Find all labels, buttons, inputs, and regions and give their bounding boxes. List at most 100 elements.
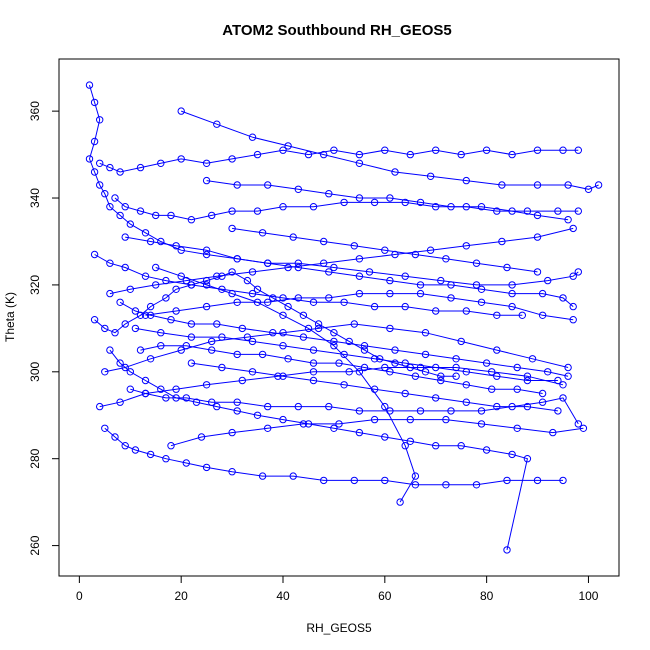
x-tick-label: 60 [378, 589, 392, 603]
data-point [452, 355, 460, 363]
data-point [360, 346, 369, 354]
data-point [370, 385, 379, 393]
data-point [406, 437, 414, 445]
data-point [330, 263, 338, 272]
data-point [426, 172, 435, 181]
data-point [482, 146, 491, 154]
data-point [518, 311, 526, 319]
data-point [401, 302, 409, 311]
data-point [411, 481, 420, 489]
series-7 [116, 298, 572, 380]
data-point [172, 307, 180, 315]
data-point [584, 185, 593, 194]
data-point [233, 298, 241, 306]
data-point [381, 146, 389, 154]
x-tick-label: 0 [76, 589, 83, 603]
data-point [462, 242, 470, 250]
data-point [335, 359, 343, 367]
data-point [340, 381, 348, 389]
data-point [202, 381, 211, 389]
data-point [248, 133, 257, 141]
series-line [114, 197, 579, 221]
data-point [533, 476, 542, 485]
x-tick-label: 40 [276, 589, 290, 603]
data-point [345, 368, 353, 376]
data-point [208, 346, 216, 354]
series-line [191, 362, 558, 412]
data-point [177, 107, 185, 115]
data-point [258, 472, 267, 480]
series-18 [131, 324, 562, 385]
data-point [309, 203, 318, 211]
data-point [253, 285, 262, 293]
data-point [289, 472, 297, 480]
y-tick-label: 320 [28, 275, 42, 295]
data-point [452, 372, 460, 380]
data-point [248, 268, 257, 276]
data-point [355, 255, 364, 263]
series-line [119, 301, 569, 377]
data-point [309, 376, 318, 385]
data-point [96, 116, 104, 124]
data-point [152, 263, 160, 272]
data-point [477, 203, 486, 211]
data-point [233, 181, 241, 189]
data-point [508, 302, 516, 311]
data-point [294, 263, 302, 272]
series-21 [141, 289, 577, 324]
series-line [232, 227, 538, 273]
data-point [559, 146, 567, 154]
series-14 [101, 320, 572, 376]
data-point [381, 476, 389, 485]
data-point [488, 385, 496, 393]
data-point [508, 207, 516, 215]
data-point [279, 311, 287, 319]
data-point [447, 407, 455, 415]
data-point [299, 311, 308, 319]
data-point [187, 281, 196, 289]
data-point [437, 276, 445, 285]
data-point [477, 407, 486, 415]
data-point [146, 302, 155, 311]
data-point [228, 289, 236, 298]
data-point [355, 368, 364, 376]
data-point [126, 220, 135, 228]
x-axis: 0 20 40 60 80 100 [76, 576, 599, 603]
data-point [401, 389, 409, 398]
data-point [472, 259, 481, 267]
data-point [564, 363, 572, 372]
data-point [238, 324, 247, 333]
data-point [386, 368, 394, 376]
data-point [503, 476, 511, 485]
data-point [233, 255, 241, 263]
data-point [264, 181, 272, 189]
data-point [569, 316, 577, 324]
data-point [218, 333, 226, 341]
data-point [574, 420, 582, 428]
data-point [416, 289, 425, 298]
data-point [157, 385, 165, 393]
data-point [248, 289, 257, 298]
series-10 [136, 342, 547, 398]
data-point [162, 394, 170, 402]
data-point [111, 329, 119, 337]
data-point [228, 468, 236, 476]
series-line [104, 427, 563, 486]
series-line [206, 180, 569, 221]
data-point [264, 298, 272, 306]
data-point [569, 272, 577, 280]
data-point [264, 402, 272, 411]
data-point [131, 324, 140, 333]
data-point [533, 268, 542, 276]
data-point [233, 350, 241, 359]
data-point [355, 272, 364, 280]
series-line [104, 323, 569, 373]
data-point [421, 368, 430, 376]
y-tick-label: 280 [28, 448, 42, 468]
data-point [533, 146, 542, 154]
y-tick-label: 340 [28, 188, 42, 208]
data-point [177, 272, 185, 280]
data-point [416, 198, 425, 207]
data-point [182, 459, 191, 467]
data-point [141, 376, 150, 385]
